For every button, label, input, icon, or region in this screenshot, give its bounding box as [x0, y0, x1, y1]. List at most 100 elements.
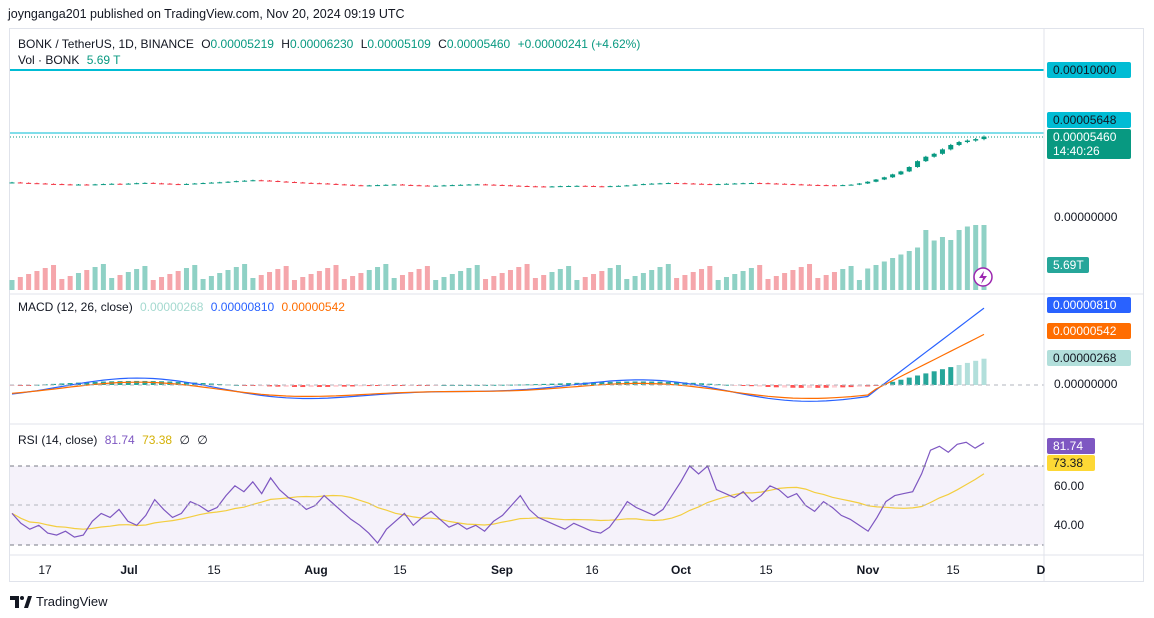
candle-body — [915, 161, 921, 168]
symbol-label: BONK / TetherUS, 1D, BINANCE — [18, 37, 194, 51]
candle-body — [458, 184, 464, 186]
macd-hist-bar — [740, 385, 746, 386]
candle-body — [150, 182, 156, 184]
macd-legend: MACD (12, 26, close) 0.00000268 0.000008… — [18, 300, 349, 314]
candle-body — [674, 183, 680, 185]
volume-bar — [17, 277, 23, 290]
macd-hist-bar — [674, 382, 680, 385]
macd-hist-bar — [499, 384, 505, 386]
macd-hist-value: 0.00000268 — [140, 300, 204, 314]
volume-bar — [142, 266, 148, 290]
candle-body — [358, 185, 364, 187]
macd-hist-bar — [258, 385, 264, 387]
candle-body — [715, 184, 721, 186]
macd-hist-bar — [699, 383, 705, 385]
chart-frame[interactable] — [9, 28, 1144, 582]
volume-bar — [250, 278, 256, 290]
macd-hist-bar — [748, 385, 754, 387]
macd-hist-bar — [807, 385, 813, 388]
price-level-label[interactable]: 0.00010000 — [1047, 62, 1131, 78]
candle-body — [807, 184, 813, 186]
high-label: H — [281, 37, 290, 51]
high-price-label: 0.00005648 — [1047, 112, 1131, 128]
volume-bar — [192, 265, 198, 290]
candle-body — [424, 185, 430, 187]
candle-body — [823, 185, 829, 187]
volume-bar — [92, 267, 98, 290]
volume-label: Vol · BONK — [18, 53, 80, 67]
macd-line-value: 0.00000810 — [210, 300, 275, 314]
volume-bar — [159, 277, 165, 290]
candle-body — [923, 156, 929, 162]
macd-hist-bar — [51, 383, 57, 385]
volume-bar — [840, 269, 846, 290]
candle-body — [159, 183, 165, 185]
volume-bar — [258, 275, 264, 290]
macd-hist-bar — [267, 385, 273, 387]
macd-hist-bar — [333, 385, 339, 387]
candle-body — [283, 181, 289, 183]
candle-body — [75, 184, 81, 186]
volume-bar — [906, 251, 912, 290]
low-label: L — [360, 37, 368, 51]
candle-body — [34, 183, 40, 185]
volume-bar — [391, 278, 397, 290]
candle-body — [699, 183, 705, 185]
volume-bar — [325, 268, 331, 290]
volume-bar — [740, 271, 746, 290]
candle-body — [491, 184, 497, 186]
volume-bars — [9, 225, 987, 290]
candle-body — [898, 171, 904, 175]
macd-hist-bar — [125, 380, 131, 385]
candle-body — [632, 184, 638, 186]
macd-hist-bar — [507, 384, 513, 386]
candle-body — [9, 182, 15, 184]
candle-body — [682, 183, 688, 185]
volume-bar — [956, 230, 962, 290]
time-tick-4: 15 — [393, 563, 407, 577]
volume-bar — [458, 271, 464, 290]
candle-body — [939, 149, 945, 154]
volume-bar — [183, 268, 189, 290]
rsi-band — [10, 466, 1044, 545]
candle-body — [707, 184, 713, 186]
volume-bar — [208, 276, 214, 290]
volume-bar — [582, 277, 588, 290]
candle-body — [599, 186, 605, 188]
volume-bar — [483, 279, 489, 290]
rsi-ma-value: 73.38 — [142, 433, 173, 447]
macd-hist-bar — [183, 382, 189, 385]
macd-hist-bar — [350, 385, 356, 387]
candle-body — [175, 184, 181, 186]
volume-bar — [399, 275, 405, 290]
candles — [9, 135, 987, 188]
volume-bar — [308, 274, 314, 290]
volume-bar — [341, 279, 347, 290]
volume-bar — [75, 273, 81, 290]
candle-body — [516, 185, 522, 187]
macd-hist-bar — [840, 385, 846, 388]
candle-body — [665, 183, 671, 185]
candle-body — [557, 186, 563, 188]
candle-body — [541, 186, 547, 188]
candle-body — [416, 185, 422, 187]
macd-hist-bar — [964, 362, 970, 385]
volume-bar — [757, 265, 763, 290]
volume-bar — [350, 276, 356, 290]
candle-body — [890, 174, 896, 178]
candle-body — [109, 183, 115, 185]
volume-bar — [516, 267, 522, 290]
candle-body — [948, 144, 954, 150]
candle-body — [208, 182, 214, 184]
macd-hist-bar — [599, 382, 605, 385]
change-value: +0.00000241 (+4.62%) — [517, 37, 641, 51]
candle-body — [499, 184, 505, 186]
candle-body — [649, 183, 655, 185]
macd-hist-bar — [375, 385, 381, 386]
candle-body — [466, 184, 472, 186]
macd-hist-bar — [956, 365, 962, 385]
candle-body — [981, 136, 987, 140]
candle-body — [607, 186, 613, 188]
time-tick-6: 16 — [585, 563, 599, 577]
